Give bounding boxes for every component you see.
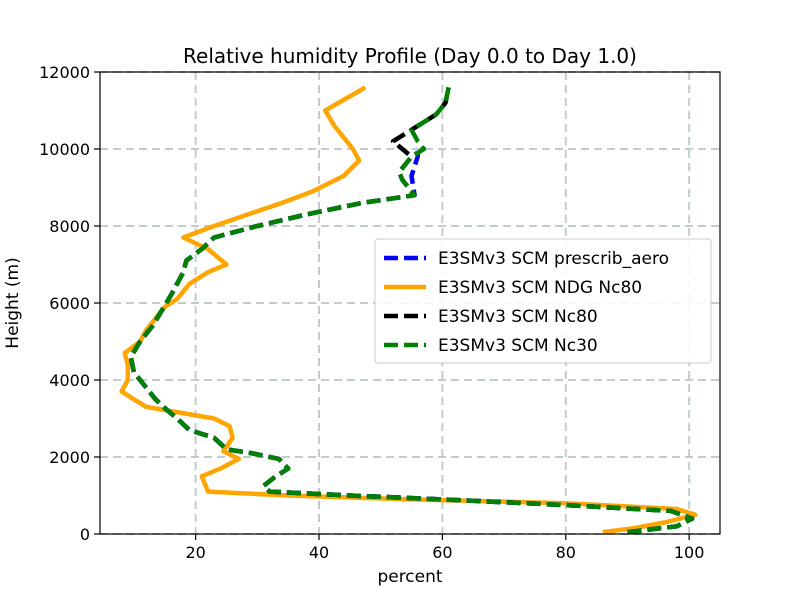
legend-entry-label: E3SMv3 SCM prescrib_aero	[438, 249, 669, 269]
y-tick-label: 12000	[39, 63, 90, 82]
chart-title: Relative humidity Profile (Day 0.0 to Da…	[183, 44, 637, 68]
legend-entry-label: E3SMv3 SCM Nc30	[438, 336, 598, 356]
y-tick-label: 0	[80, 525, 90, 544]
y-tick-label: 6000	[49, 294, 90, 313]
x-axis-label: percent	[377, 567, 442, 587]
x-tick-label: 20	[185, 543, 205, 562]
grid-lines	[100, 71, 720, 535]
series-lines	[119, 85, 698, 535]
series-line-e3smv3-scm-ndg-nc80	[119, 85, 698, 535]
y-tick-label: 4000	[49, 371, 90, 390]
series-line-e3smv3-scm-nc30	[128, 86, 695, 535]
y-tick-label: 8000	[49, 217, 90, 236]
x-tick-label: 100	[674, 543, 705, 562]
legend-entry-label: E3SMv3 SCM NDG Nc80	[438, 278, 642, 298]
x-tick-label: 40	[309, 543, 329, 562]
y-tick-label: 10000	[39, 140, 90, 159]
y-tick-label: 2000	[49, 448, 90, 467]
legend-box	[374, 238, 712, 364]
x-axis-ticks: 20 40 60 80 100	[185, 534, 704, 562]
x-tick-label: 60	[432, 543, 452, 562]
legend-entry-label: E3SMv3 SCM Nc80	[438, 307, 598, 327]
y-axis-label: Height (m)	[3, 257, 23, 348]
y-axis-ticks: 0 2000 4000 6000 8000 10000 12000	[39, 63, 100, 544]
x-tick-label: 80	[556, 543, 576, 562]
legend: E3SMv3 SCM prescrib_aero E3SMv3 SCM NDG N…	[374, 238, 712, 364]
